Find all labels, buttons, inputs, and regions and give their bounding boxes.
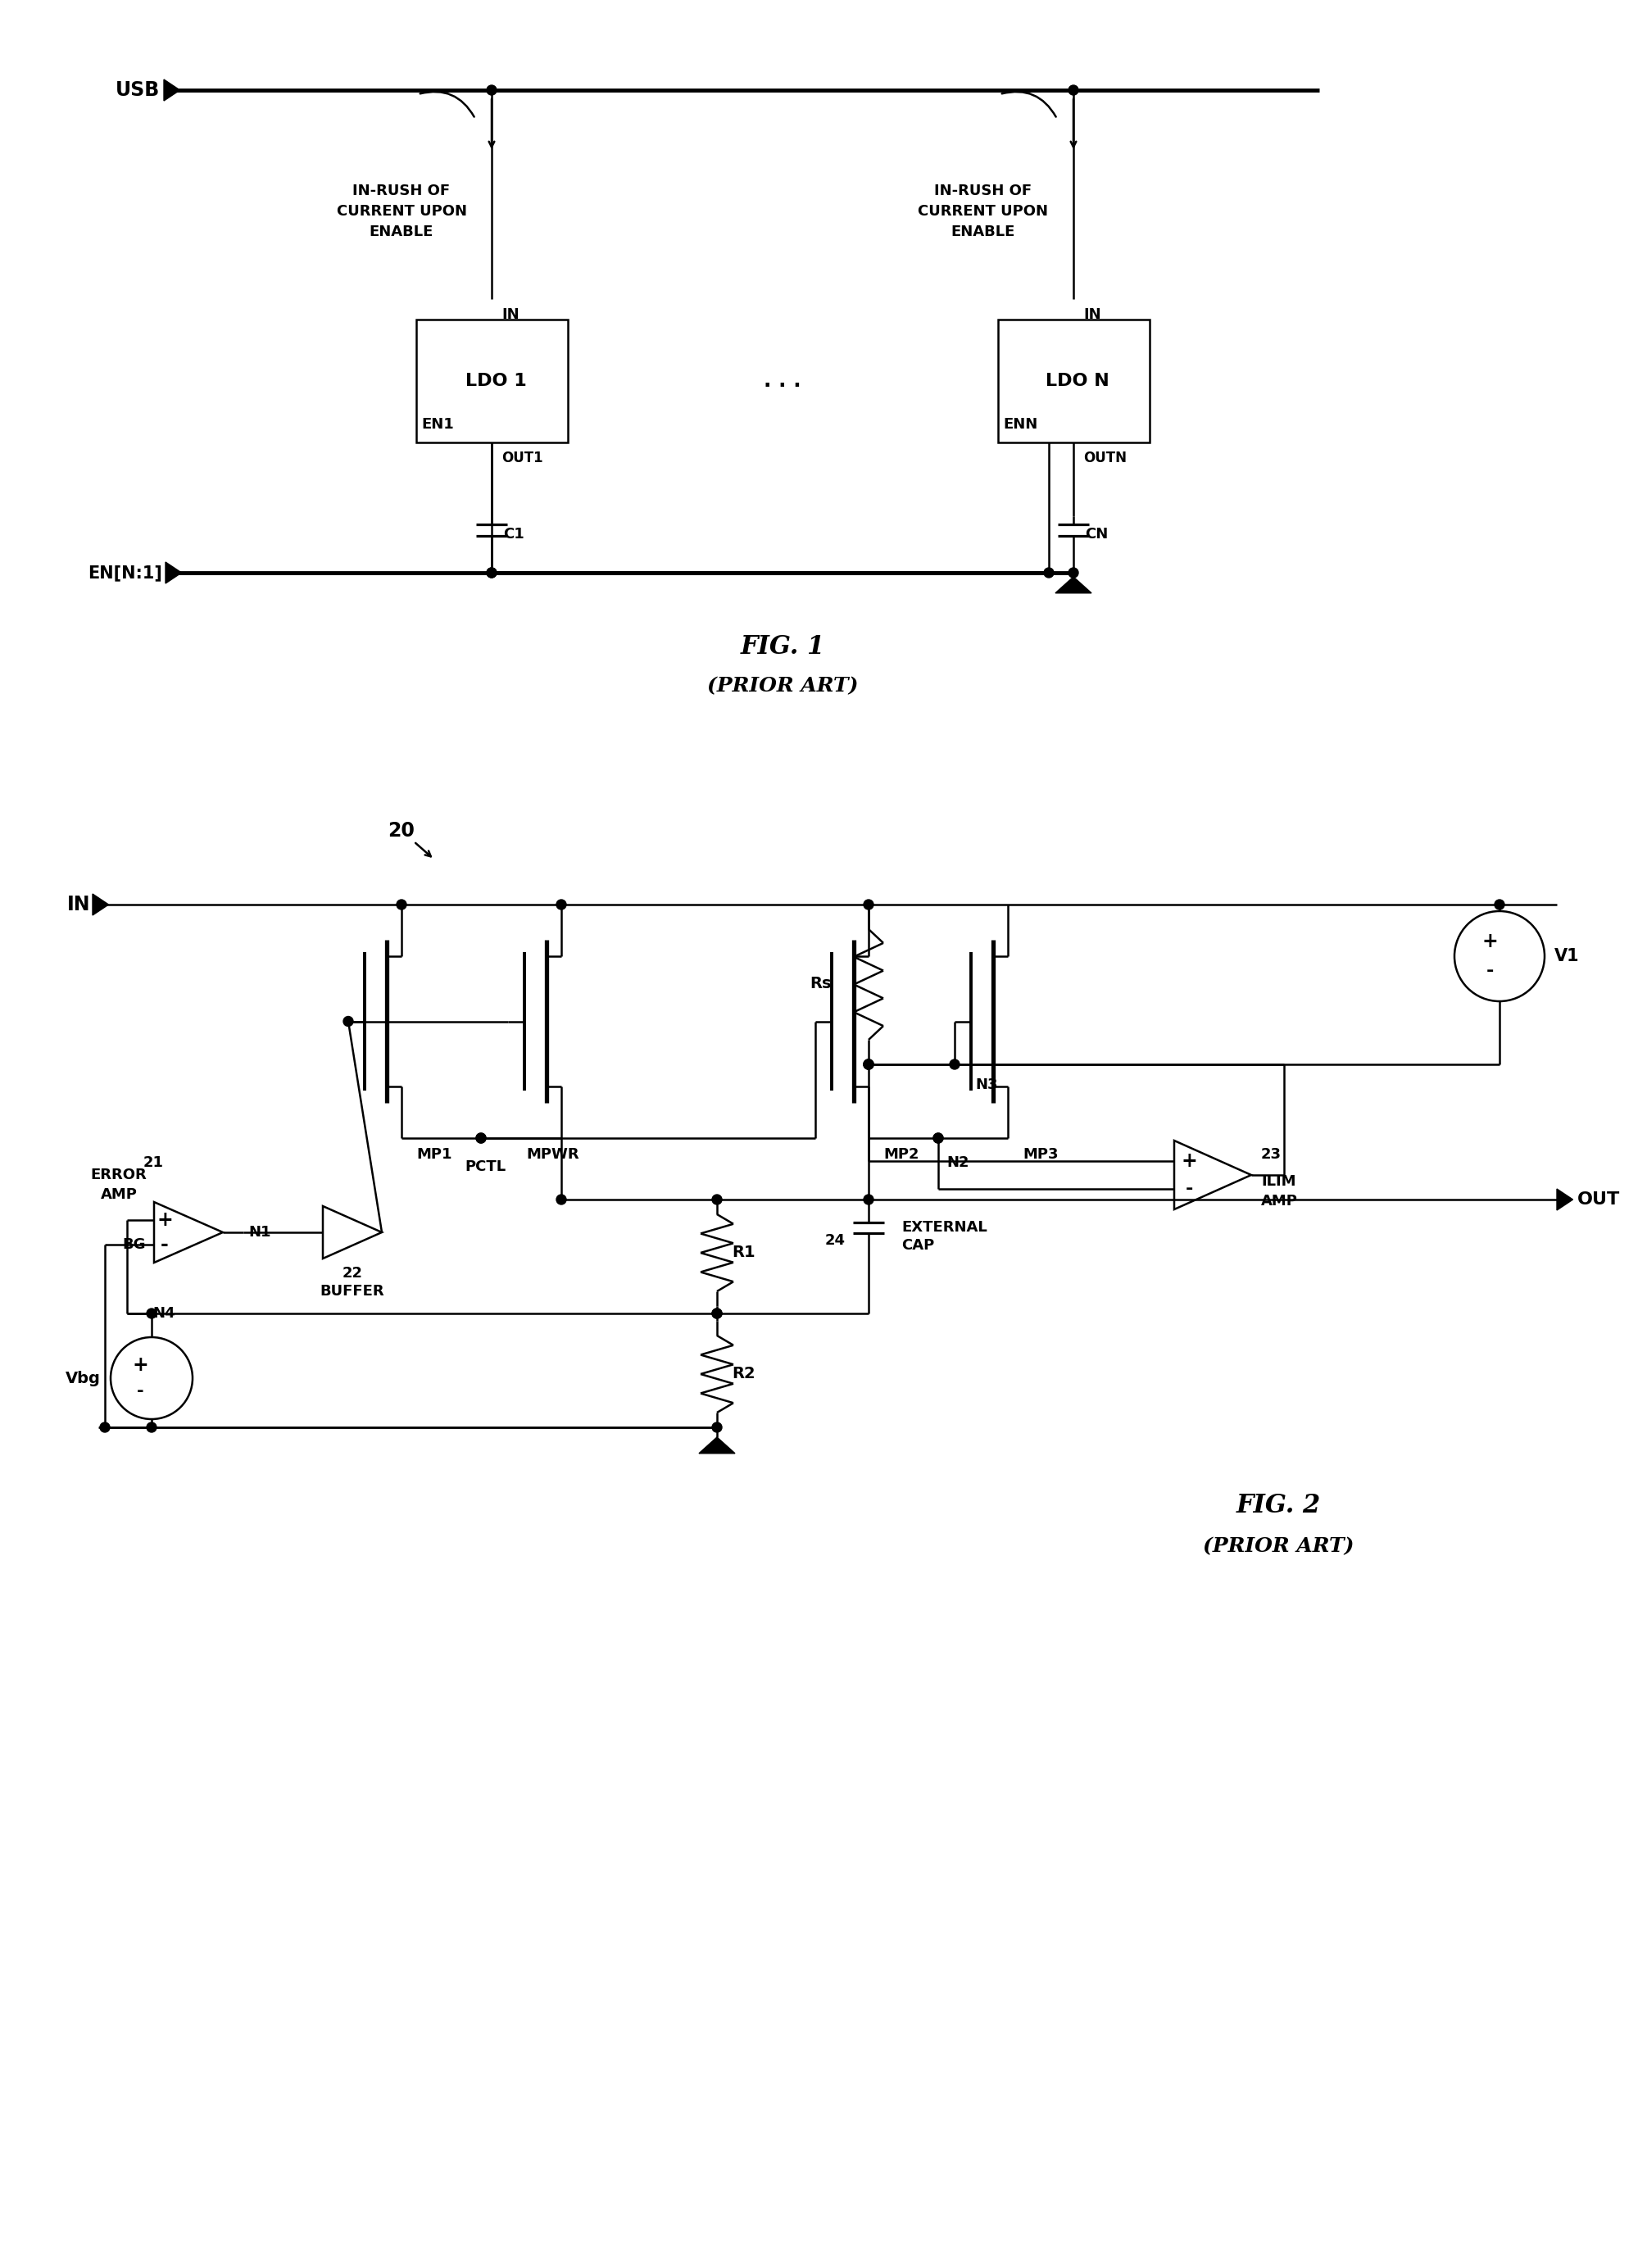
Text: MP2: MP2 xyxy=(883,1148,919,1161)
Circle shape xyxy=(712,1309,721,1318)
Circle shape xyxy=(950,1059,960,1068)
Text: IN-RUSH OF
CURRENT UPON
ENABLE: IN-RUSH OF CURRENT UPON ENABLE xyxy=(336,184,466,238)
Text: (PRIOR ART): (PRIOR ART) xyxy=(1202,1535,1354,1556)
Text: OUT1: OUT1 xyxy=(501,451,544,465)
Text: R2: R2 xyxy=(731,1365,756,1381)
Circle shape xyxy=(1494,900,1504,909)
Text: N2: N2 xyxy=(947,1154,968,1170)
Circle shape xyxy=(863,1059,873,1068)
Text: CN: CN xyxy=(1085,526,1108,542)
Text: EXTERNAL
CAP: EXTERNAL CAP xyxy=(901,1220,987,1252)
Polygon shape xyxy=(165,562,181,583)
Text: -: - xyxy=(137,1383,143,1399)
Circle shape xyxy=(476,1134,486,1143)
Circle shape xyxy=(147,1309,156,1318)
Polygon shape xyxy=(1056,576,1092,592)
Text: N4: N4 xyxy=(153,1306,175,1320)
Text: IN: IN xyxy=(501,306,519,322)
Circle shape xyxy=(557,1195,567,1204)
Text: MP3: MP3 xyxy=(1023,1148,1059,1161)
Text: N1: N1 xyxy=(249,1225,270,1241)
Text: EN[N:1]: EN[N:1] xyxy=(87,565,163,581)
Text: 21: 21 xyxy=(143,1154,165,1170)
Circle shape xyxy=(397,900,407,909)
Circle shape xyxy=(488,567,496,578)
Text: +: + xyxy=(132,1356,148,1374)
Text: PCTL: PCTL xyxy=(464,1159,506,1175)
Text: C1: C1 xyxy=(502,526,524,542)
Circle shape xyxy=(712,1309,721,1318)
Circle shape xyxy=(557,900,567,909)
Text: EN1: EN1 xyxy=(422,417,453,431)
Circle shape xyxy=(1044,567,1054,578)
Text: FIG. 2: FIG. 2 xyxy=(1235,1492,1321,1517)
Polygon shape xyxy=(165,79,180,100)
Text: +: + xyxy=(156,1211,173,1229)
Text: MPWR: MPWR xyxy=(527,1148,580,1161)
Text: -: - xyxy=(161,1234,168,1254)
Text: OUTN: OUTN xyxy=(1084,451,1127,465)
Text: IN: IN xyxy=(1084,306,1100,322)
Text: IN: IN xyxy=(68,896,91,914)
Text: ENN: ENN xyxy=(1003,417,1038,431)
Text: ERROR
AMP: ERROR AMP xyxy=(91,1168,147,1202)
Circle shape xyxy=(1069,567,1079,578)
Text: V1: V1 xyxy=(1555,948,1579,964)
Circle shape xyxy=(863,1195,873,1204)
Text: MP1: MP1 xyxy=(417,1148,451,1161)
Polygon shape xyxy=(92,894,109,916)
Circle shape xyxy=(934,1134,944,1143)
Circle shape xyxy=(488,86,496,95)
Circle shape xyxy=(712,1422,721,1433)
Bar xyxy=(998,320,1150,442)
Text: FIG. 1: FIG. 1 xyxy=(740,633,825,660)
Text: N3: N3 xyxy=(975,1077,998,1093)
Text: LDO 1: LDO 1 xyxy=(464,372,527,390)
Text: BUFFER: BUFFER xyxy=(320,1284,384,1300)
Text: -: - xyxy=(1186,1182,1192,1198)
Circle shape xyxy=(863,1059,873,1068)
Circle shape xyxy=(863,900,873,909)
Circle shape xyxy=(476,1134,486,1143)
Circle shape xyxy=(863,1059,873,1068)
Text: Vbg: Vbg xyxy=(66,1370,100,1386)
Text: Rs: Rs xyxy=(810,975,832,991)
Text: ILIM
AMP: ILIM AMP xyxy=(1262,1175,1298,1209)
Circle shape xyxy=(863,1059,873,1068)
Polygon shape xyxy=(1556,1188,1573,1211)
Text: 22: 22 xyxy=(343,1266,362,1281)
Text: -: - xyxy=(1486,962,1494,980)
Circle shape xyxy=(100,1422,110,1433)
Text: 20: 20 xyxy=(389,821,415,841)
Text: USB: USB xyxy=(115,79,160,100)
Circle shape xyxy=(343,1016,352,1025)
Circle shape xyxy=(712,1195,721,1204)
Bar xyxy=(417,320,568,442)
Text: R1: R1 xyxy=(731,1245,756,1261)
Text: +: + xyxy=(1482,932,1497,950)
Text: BG: BG xyxy=(122,1238,147,1252)
Text: (PRIOR ART): (PRIOR ART) xyxy=(707,676,858,696)
Text: LDO N: LDO N xyxy=(1046,372,1110,390)
Text: 24: 24 xyxy=(825,1234,845,1247)
Text: OUT: OUT xyxy=(1578,1191,1621,1209)
Circle shape xyxy=(488,567,496,578)
Circle shape xyxy=(1069,86,1079,95)
Polygon shape xyxy=(698,1438,735,1454)
Circle shape xyxy=(147,1422,156,1433)
Text: IN-RUSH OF
CURRENT UPON
ENABLE: IN-RUSH OF CURRENT UPON ENABLE xyxy=(917,184,1049,238)
Text: +: + xyxy=(1181,1152,1197,1170)
Circle shape xyxy=(934,1134,944,1143)
Text: . . .: . . . xyxy=(764,372,800,390)
Text: 23: 23 xyxy=(1262,1148,1281,1161)
